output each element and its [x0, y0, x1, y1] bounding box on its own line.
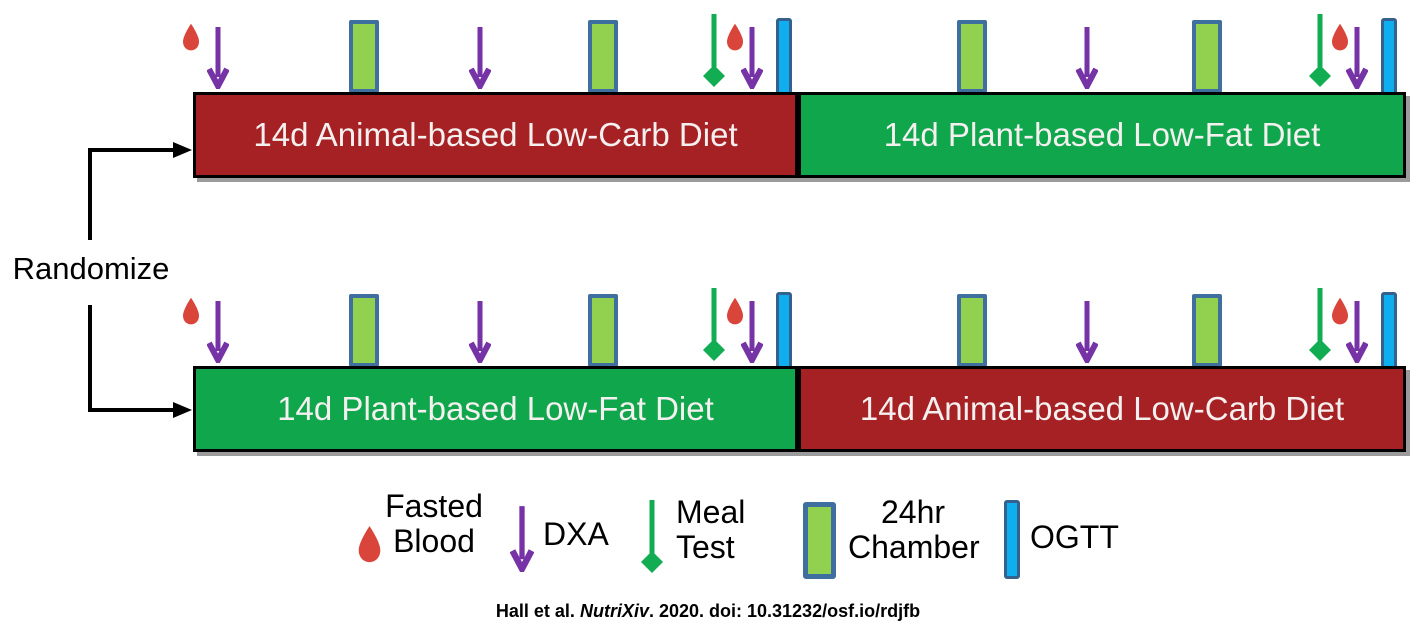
dxa-arrow-icon [741, 27, 763, 89]
meal-test-icon [1309, 14, 1331, 87]
dxa-arrow-icon [207, 27, 229, 89]
chamber-icon [588, 20, 618, 93]
chamber-icon [1192, 20, 1222, 93]
citation-authors: Hall et al. [495, 601, 580, 621]
dxa-arrow-icon [207, 301, 229, 363]
fasted-blood-drop-icon [1332, 297, 1348, 325]
chamber-icon [588, 294, 618, 367]
legend-label-chamber: 24hr Chamber [848, 494, 980, 565]
fasted-blood-drop-icon [183, 297, 199, 325]
legend: Fasted Blood DXA Meal Test 24hr Chamber … [0, 480, 1416, 590]
chamber-icon [349, 294, 379, 367]
fasted-blood-drop-icon [1332, 23, 1348, 51]
dxa-arrow-icon [741, 301, 763, 363]
diet-box-animal-low-carb: 14d Animal-based Low-Carb Diet [193, 92, 798, 178]
meal-test-icon [703, 288, 725, 361]
dxa-arrow-icon [469, 27, 491, 89]
ogtt-bar-icon [776, 18, 792, 96]
fasted-blood-drop-icon [727, 23, 743, 51]
citation-rest: . 2020. doi: 10.31232/osf.io/rdjfb [648, 601, 921, 621]
diet-box-label: 14d Animal-based Low-Carb Diet [859, 390, 1345, 427]
diet-box-label: 14d Animal-based Low-Carb Diet [253, 116, 738, 153]
ogtt-bar-icon [1381, 292, 1397, 370]
meal-test-icon [1309, 288, 1331, 361]
fasted-blood-drop-icon [358, 526, 381, 563]
dxa-arrow-icon [1346, 301, 1368, 363]
chamber-icon [957, 294, 987, 367]
arm-1-timeline: 14d Animal-based Low-Carb Diet 14d Plant… [0, 0, 1416, 180]
chamber-icon [1192, 294, 1222, 367]
diet-box-plant-low-fat: 14d Plant-based Low-Fat Diet [193, 366, 798, 452]
randomize-label: Randomize [12, 251, 170, 286]
dxa-arrow-icon [1346, 27, 1368, 89]
diet-box-label: 14d Plant-based Low-Fat Diet [883, 116, 1321, 153]
fasted-blood-drop-icon [183, 23, 199, 51]
legend-label-meal-test: Meal Test [676, 494, 746, 565]
ogtt-bar-icon [1381, 18, 1397, 96]
legend-label-fasted-blood: Fasted Blood [385, 488, 483, 559]
ogtt-bar-icon [1004, 500, 1020, 579]
fasted-blood-drop-icon [727, 297, 743, 325]
chamber-icon [803, 502, 836, 579]
ogtt-bar-icon [776, 292, 792, 370]
dxa-arrow-icon [1076, 301, 1098, 363]
chamber-icon [957, 20, 987, 93]
legend-label-dxa: DXA [543, 516, 609, 552]
diet-box-animal-low-carb: 14d Animal-based Low-Carb Diet [798, 366, 1406, 452]
arm-2-timeline: 14d Plant-based Low-Fat Diet 14d Animal-… [0, 274, 1416, 454]
diet-box-plant-low-fat: 14d Plant-based Low-Fat Diet [798, 92, 1406, 178]
meal-test-icon [641, 500, 663, 573]
citation: Hall et al. NutriXiv. 2020. doi: 10.3123… [0, 601, 1416, 622]
diet-box-label: 14d Plant-based Low-Fat Diet [277, 390, 714, 427]
dxa-arrow-icon [1076, 27, 1098, 89]
randomize-branch-arrows-icon [88, 142, 192, 418]
dxa-arrow-icon [469, 301, 491, 363]
dxa-arrow-icon [510, 506, 534, 572]
legend-label-ogtt: OGTT [1030, 519, 1119, 555]
citation-journal: NutriXiv [579, 601, 649, 621]
meal-test-icon [703, 14, 725, 87]
chamber-icon [349, 20, 379, 93]
